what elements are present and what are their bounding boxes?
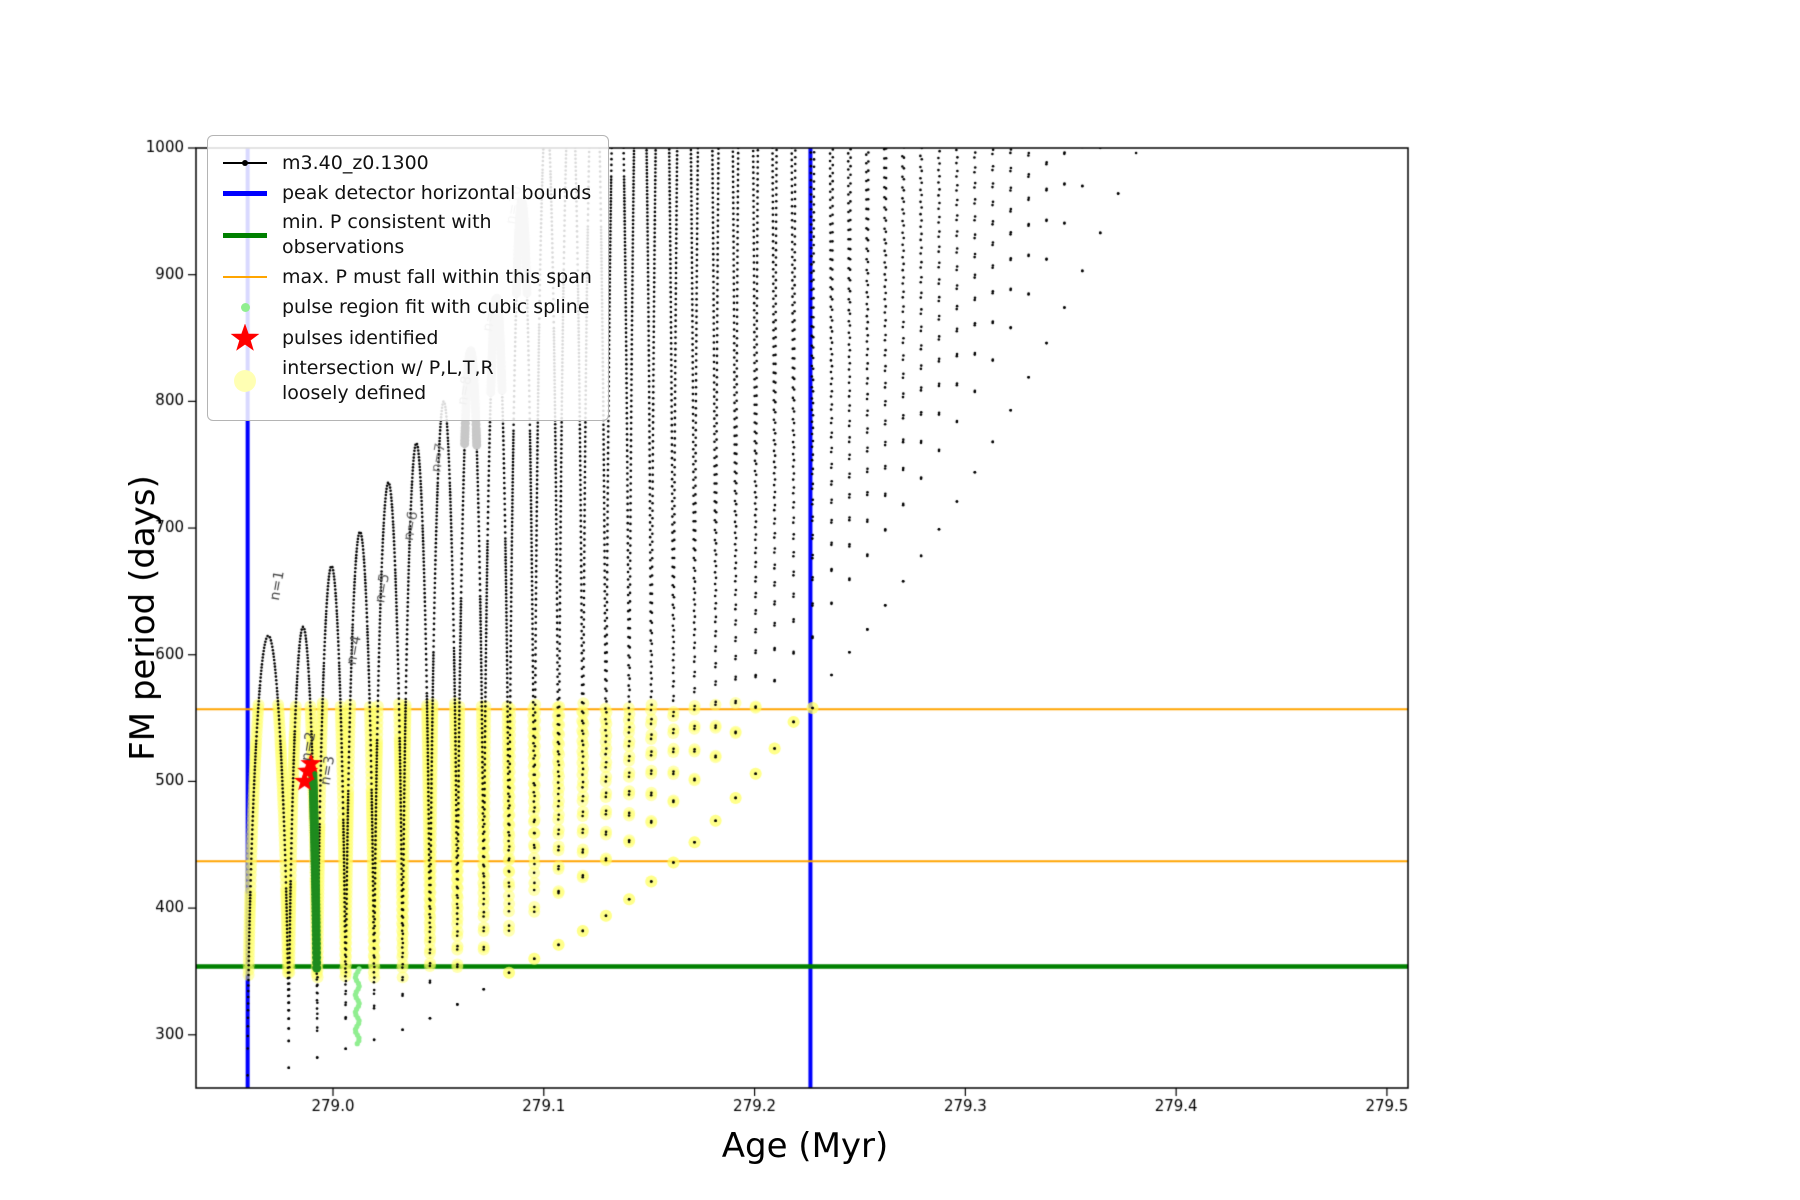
legend-item-min-p: min. P consistent with observations <box>222 210 594 260</box>
line-dot-marker-icon <box>222 160 268 166</box>
orange-line-marker-icon <box>222 276 268 278</box>
legend-label-track: m3.40_z0.1300 <box>282 151 429 174</box>
legend-item-max-p-span: max. P must fall within this span <box>222 264 594 290</box>
legend-label-peak-detector-bounds: peak detector horizontal bounds <box>282 181 592 204</box>
green-dot-marker-icon <box>222 302 268 312</box>
legend-label-pulses: pulses identified <box>282 326 439 349</box>
legend: m3.40_z0.1300 peak detector horizontal b… <box>207 135 609 421</box>
legend-label-spline-region: pulse region fit with cubic spline <box>282 295 590 318</box>
star-icon <box>222 324 268 352</box>
x-axis-label: Age (Myr) <box>721 1126 889 1166</box>
legend-item-intersection: intersection w/ P,L,T,R loosely defined <box>222 356 594 406</box>
legend-item-spline-region: pulse region fit with cubic spline <box>222 294 594 320</box>
legend-item-peak-detector-bounds: peak detector horizontal bounds <box>222 180 594 206</box>
legend-label-min-p: min. P consistent with observations <box>282 211 492 258</box>
legend-label-max-p-span: max. P must fall within this span <box>282 265 592 288</box>
legend-item-pulses: pulses identified <box>222 324 594 352</box>
green-line-marker-icon <box>222 232 268 238</box>
legend-item-track: m3.40_z0.1300 <box>222 150 594 176</box>
y-axis-label: FM period (days) <box>123 475 163 761</box>
blue-line-marker-icon <box>222 190 268 196</box>
legend-label-intersection: intersection w/ P,L,T,R loosely defined <box>282 357 494 404</box>
yellow-dot-marker-icon <box>222 370 268 392</box>
